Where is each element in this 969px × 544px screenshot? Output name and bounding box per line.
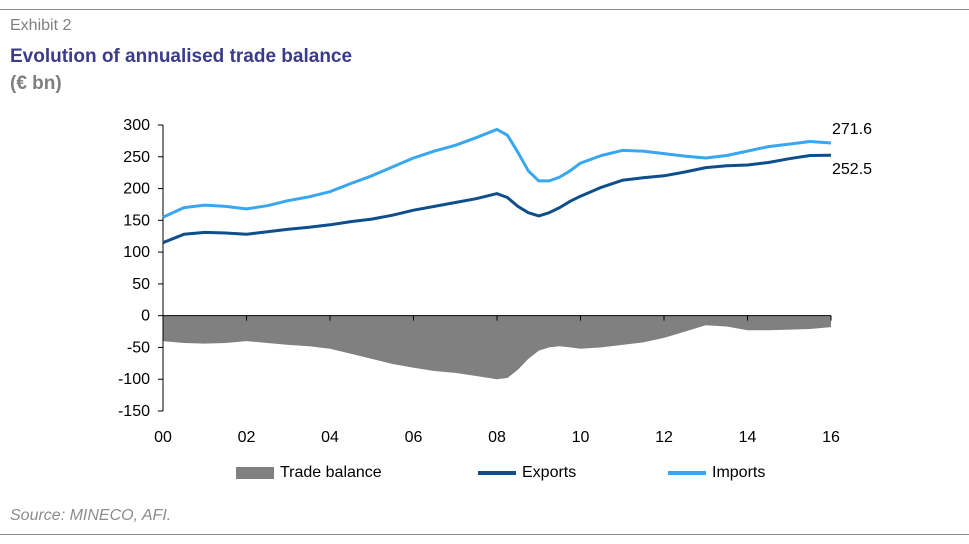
x-tick-label: 14 — [739, 429, 757, 446]
y-tick-label: 150 — [123, 212, 150, 229]
chart-title: Evolution of annualised trade balance — [10, 46, 353, 67]
bottom-rule — [0, 534, 969, 535]
chart-legend: Trade balance Exports Imports — [0, 464, 969, 486]
exports-line — [162, 153, 832, 244]
legend-label-exports: Exports — [522, 464, 577, 481]
imports-line — [162, 127, 832, 219]
chart-subtitle: (€ bn) — [10, 73, 62, 94]
y-tick-label: 300 — [123, 117, 150, 134]
x-tick-label: 08 — [488, 429, 506, 446]
y-tick-label: 200 — [123, 181, 150, 198]
trade-balance-area — [163, 315, 831, 380]
legend-swatch-trade-balance — [236, 467, 274, 479]
y-tick-label: -50 — [127, 339, 150, 356]
y-tick-label: 50 — [132, 276, 150, 293]
legend-swatch-exports — [478, 471, 516, 475]
legend-label-imports: Imports — [712, 464, 766, 481]
legend-item-imports: Imports — [668, 464, 765, 482]
legend-swatch-imports — [668, 471, 706, 475]
y-tick-label: 100 — [123, 244, 150, 261]
y-tick-label: 0 — [141, 308, 150, 325]
exports-end-label: 252.5 — [832, 161, 872, 178]
x-tick-label: 06 — [405, 429, 423, 446]
imports-end-label: 271.6 — [832, 121, 872, 138]
x-tick-label: 12 — [655, 429, 673, 446]
top-rule — [0, 9, 969, 10]
legend-label-trade-balance: Trade balance — [280, 464, 382, 481]
y-tick-label: 250 — [123, 149, 150, 166]
x-tick-label: 16 — [822, 429, 840, 446]
exhibit-label: Exhibit 2 — [10, 17, 72, 34]
legend-item-trade-balance: Trade balance — [236, 464, 382, 482]
y-tick-label: -150 — [118, 403, 150, 420]
x-tick-label: 10 — [572, 429, 590, 446]
y-tick-label: -100 — [118, 371, 150, 388]
x-tick-label: 00 — [154, 429, 172, 446]
x-tick-label: 04 — [321, 429, 339, 446]
x-tick-label: 02 — [238, 429, 256, 446]
legend-item-exports: Exports — [478, 464, 576, 482]
source-note: Source: MINECO, AFI. — [10, 507, 172, 524]
